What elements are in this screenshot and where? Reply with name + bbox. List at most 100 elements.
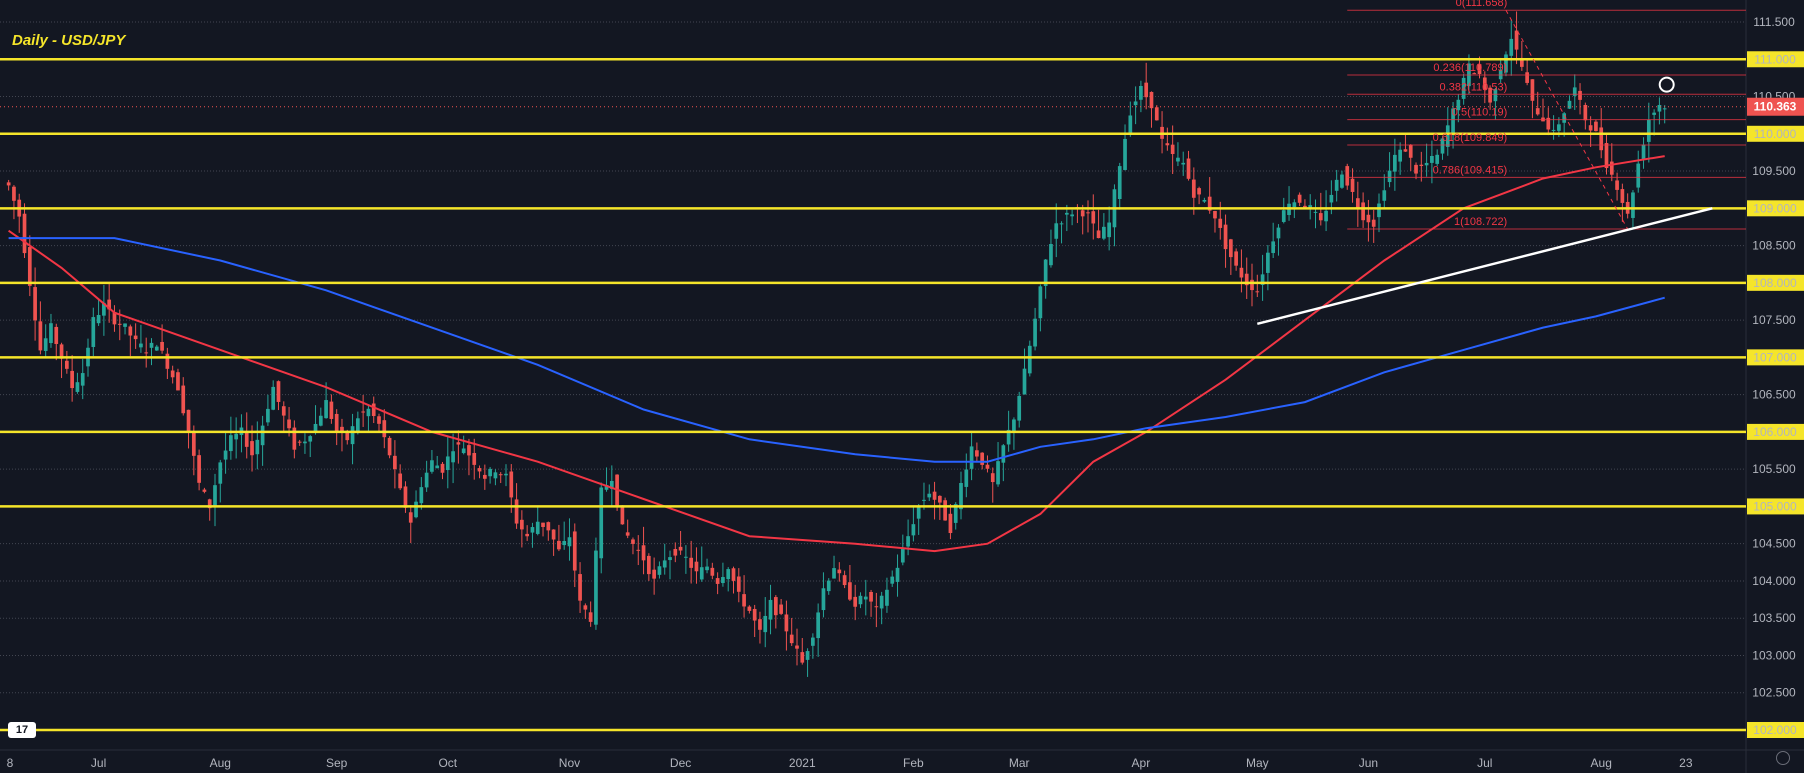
candle-body: [1027, 345, 1032, 374]
candle-body: [848, 582, 852, 600]
candle-body: [393, 455, 397, 470]
candle-body: [1096, 230, 1101, 239]
candle-body: [1033, 318, 1037, 347]
candle-body: [895, 567, 900, 582]
candle-body: [1430, 155, 1434, 163]
candle-body: [1414, 164, 1418, 174]
candle-body: [652, 569, 656, 579]
fib-level-label: 0.786(109.415): [1433, 164, 1508, 176]
level-price-badge: [1747, 274, 1804, 291]
candle-body: [377, 416, 381, 424]
candle-body: [440, 463, 445, 473]
moving-average-fast: [8, 155, 1665, 553]
candle-body: [583, 605, 588, 610]
candle-body: [504, 473, 508, 476]
candle-body: [842, 575, 847, 586]
candle-body: [1504, 54, 1508, 73]
candle-body: [366, 408, 371, 417]
candle-body: [1662, 108, 1667, 110]
candle-body: [1064, 212, 1069, 215]
time-tick-label: Mar: [1009, 756, 1030, 770]
candle-body: [1181, 162, 1186, 165]
candle-body: [779, 604, 783, 614]
candle-body: [1641, 144, 1646, 160]
fib-level-label: 0.236(110.789): [1433, 62, 1507, 74]
candle-body: [139, 343, 143, 348]
candle-body: [1551, 129, 1556, 131]
candle-body: [800, 652, 805, 663]
candle-body: [371, 403, 376, 417]
fib-level-label: 1(108.722): [1454, 216, 1507, 228]
candle-body: [1657, 104, 1662, 112]
candle-body: [6, 182, 11, 186]
level-price-badge: [1747, 125, 1804, 142]
candle-body: [1324, 210, 1328, 222]
candle-body: [1223, 224, 1228, 250]
candle-body: [1054, 223, 1059, 239]
candle-body: [430, 460, 434, 472]
fib-level-label: 0.618(109.849): [1433, 132, 1508, 144]
candle-body: [705, 566, 709, 571]
time-tick-label: 2021: [789, 756, 816, 770]
candle-body: [59, 344, 64, 359]
candle-body: [1382, 190, 1387, 201]
candle-body: [1456, 99, 1461, 111]
candle-body: [1451, 108, 1455, 133]
candle-body: [615, 474, 619, 508]
candle-body: [1276, 227, 1281, 239]
candle-body: [604, 484, 609, 490]
candle-body: [1387, 170, 1392, 183]
candle-body: [525, 533, 530, 537]
candle-body: [435, 465, 440, 469]
candle-body: [1049, 244, 1053, 266]
candle-body: [456, 442, 461, 445]
candle-body: [567, 537, 572, 547]
candle-body: [128, 326, 133, 336]
candle-body: [1191, 179, 1196, 198]
fib-level-label: 0(111.658): [1456, 0, 1508, 9]
candle-body: [609, 480, 614, 489]
candle-body: [1213, 210, 1217, 219]
candle-body: [12, 186, 16, 201]
tradingview-logo-icon[interactable]: 17: [8, 722, 36, 738]
level-price-badge-label: 105.000: [1753, 499, 1797, 513]
candle-body: [1197, 188, 1201, 195]
candle-body: [318, 415, 323, 426]
candle-body: [43, 338, 48, 351]
candle-body: [419, 487, 424, 504]
candle-body: [355, 418, 360, 432]
candle-body: [673, 548, 678, 556]
candle-body: [594, 550, 598, 625]
candle-body: [858, 595, 863, 605]
candle-body: [1377, 203, 1381, 218]
candle-body: [477, 468, 482, 472]
candle-body: [1228, 239, 1233, 258]
candle-body: [1170, 144, 1175, 155]
candle-body: [461, 448, 466, 454]
candle-body: [678, 546, 683, 551]
time-tick-label: Aug: [1591, 756, 1612, 770]
candle-body: [1403, 149, 1408, 152]
fib-level-label: 0.5(110.19): [1452, 107, 1507, 119]
candle-body: [133, 335, 138, 340]
gear-icon[interactable]: [1776, 751, 1790, 765]
candle-body: [736, 576, 741, 592]
candle-body: [731, 568, 736, 581]
candle-body: [816, 612, 821, 639]
candle-body: [1599, 127, 1604, 151]
candle-body: [38, 321, 43, 351]
candle-body: [890, 576, 895, 584]
candle-body: [324, 400, 328, 419]
candle-body: [1043, 259, 1048, 286]
candle-body: [244, 432, 249, 447]
candle-body: [509, 471, 514, 498]
candle-body: [885, 589, 889, 606]
candle-body: [1313, 211, 1318, 213]
candle-body: [1340, 174, 1344, 188]
candle-body: [229, 435, 233, 452]
candle-body: [1303, 205, 1307, 208]
candle-body: [1509, 38, 1514, 56]
candle-body: [165, 353, 170, 369]
